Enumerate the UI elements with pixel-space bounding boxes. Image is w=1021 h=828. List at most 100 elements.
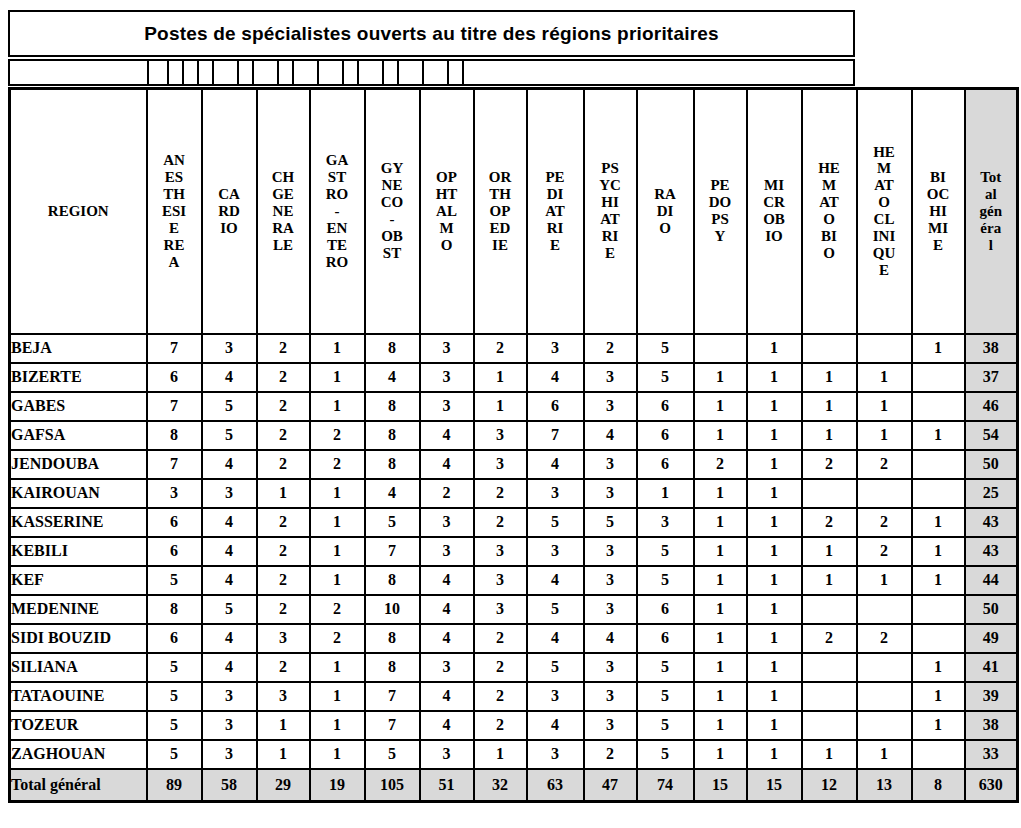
value-cell: 2 <box>257 450 310 479</box>
value-cell: 43 <box>965 537 1018 566</box>
value-cell: 2 <box>474 479 527 508</box>
value-cell: 5 <box>637 711 694 740</box>
value-cell <box>912 595 965 624</box>
value-cell: 1 <box>747 450 802 479</box>
value-cell: 2 <box>474 682 527 711</box>
value-cell: 8 <box>147 421 202 450</box>
value-cell: 1 <box>310 392 365 421</box>
table-row: MEDENINE852210435361150 <box>10 595 1018 624</box>
value-cell <box>857 653 912 682</box>
value-cell: 3 <box>420 537 474 566</box>
value-cell: 3 <box>584 595 637 624</box>
value-cell: 2 <box>857 537 912 566</box>
value-cell: 4 <box>420 421 474 450</box>
value-cell <box>912 624 965 653</box>
value-cell: 1 <box>747 392 802 421</box>
value-cell: 8 <box>365 334 420 363</box>
column-header-0: AN ES TH ESI E RE A <box>147 89 202 334</box>
value-cell: 6 <box>147 363 202 392</box>
value-cell <box>857 682 912 711</box>
column-header-12: HE M AT O BI O <box>802 89 857 334</box>
value-cell: 2 <box>257 508 310 537</box>
value-cell: 6 <box>637 595 694 624</box>
value-cell <box>802 682 857 711</box>
value-cell: 1 <box>310 508 365 537</box>
table-row: SILIANA542183253511141 <box>10 653 1018 682</box>
value-cell: 8 <box>147 595 202 624</box>
value-cell: 5 <box>584 508 637 537</box>
value-cell: 1 <box>694 392 747 421</box>
value-cell: 29 <box>257 769 310 802</box>
region-cell: KASSERINE <box>10 508 147 537</box>
value-cell: 1 <box>694 711 747 740</box>
table-row: KAIROUAN33114223311125 <box>10 479 1018 508</box>
value-cell: 1 <box>310 653 365 682</box>
spacer-strip <box>8 59 855 86</box>
value-cell: 1 <box>694 566 747 595</box>
value-cell: 8 <box>365 450 420 479</box>
value-cell: 47 <box>584 769 637 802</box>
value-cell: 6 <box>147 537 202 566</box>
tick-cell <box>382 61 397 84</box>
value-cell: 1 <box>637 479 694 508</box>
value-cell: 2 <box>474 508 527 537</box>
tick-cell <box>397 61 422 84</box>
column-header-10: PE DO PS Y <box>694 89 747 334</box>
value-cell: 1 <box>912 711 965 740</box>
value-cell: 4 <box>527 450 584 479</box>
region-cell: KEBILI <box>10 537 147 566</box>
value-cell: 1 <box>912 682 965 711</box>
tick-cell <box>357 61 382 84</box>
column-header-8: PS YC HI AT RI E <box>584 89 637 334</box>
value-cell: 1 <box>912 566 965 595</box>
value-cell: 4 <box>202 508 257 537</box>
page: Postes de spécialistes ouverts au titre … <box>0 0 1021 803</box>
value-cell: 3 <box>420 508 474 537</box>
tick-cell <box>197 61 212 84</box>
table-title: Postes de spécialistes ouverts au titre … <box>8 10 855 57</box>
value-cell: 3 <box>202 334 257 363</box>
value-cell: 5 <box>147 740 202 769</box>
region-column-header: REGION <box>10 89 147 334</box>
value-cell: 4 <box>420 566 474 595</box>
value-cell: 12 <box>802 769 857 802</box>
value-cell: 3 <box>584 479 637 508</box>
value-cell: 3 <box>420 740 474 769</box>
value-cell: 1 <box>857 363 912 392</box>
value-cell: 1 <box>694 479 747 508</box>
value-cell: 4 <box>420 624 474 653</box>
value-cell <box>857 479 912 508</box>
value-cell: 1 <box>694 740 747 769</box>
value-cell <box>802 334 857 363</box>
table-body: BEJA73218323251138BIZERTE642143143511113… <box>10 334 1018 802</box>
value-cell: 8 <box>365 392 420 421</box>
value-cell: 3 <box>527 740 584 769</box>
value-cell: 7 <box>527 421 584 450</box>
region-cell: SILIANA <box>10 653 147 682</box>
value-cell: 2 <box>420 479 474 508</box>
table-row: KEBILI64217333351112143 <box>10 537 1018 566</box>
table-row: KEF54218434351111144 <box>10 566 1018 595</box>
value-cell: 2 <box>310 450 365 479</box>
value-cell: 1 <box>747 653 802 682</box>
value-cell: 1 <box>802 566 857 595</box>
value-cell: 4 <box>420 595 474 624</box>
value-cell: 5 <box>637 566 694 595</box>
value-cell: 3 <box>474 421 527 450</box>
region-cell: JENDOUBA <box>10 450 147 479</box>
value-cell: 6 <box>637 624 694 653</box>
value-cell: 5 <box>637 740 694 769</box>
value-cell <box>912 740 965 769</box>
value-cell: 2 <box>802 624 857 653</box>
value-cell: 46 <box>965 392 1018 421</box>
value-cell: 38 <box>965 711 1018 740</box>
value-cell: 3 <box>474 537 527 566</box>
column-header-7: PE DI AT RI E <box>527 89 584 334</box>
value-cell: 3 <box>584 653 637 682</box>
value-cell <box>802 711 857 740</box>
value-cell: 2 <box>474 624 527 653</box>
value-cell: 2 <box>474 653 527 682</box>
value-cell: 1 <box>310 740 365 769</box>
value-cell: 5 <box>147 653 202 682</box>
table-row: JENDOUBA7422843436212250 <box>10 450 1018 479</box>
